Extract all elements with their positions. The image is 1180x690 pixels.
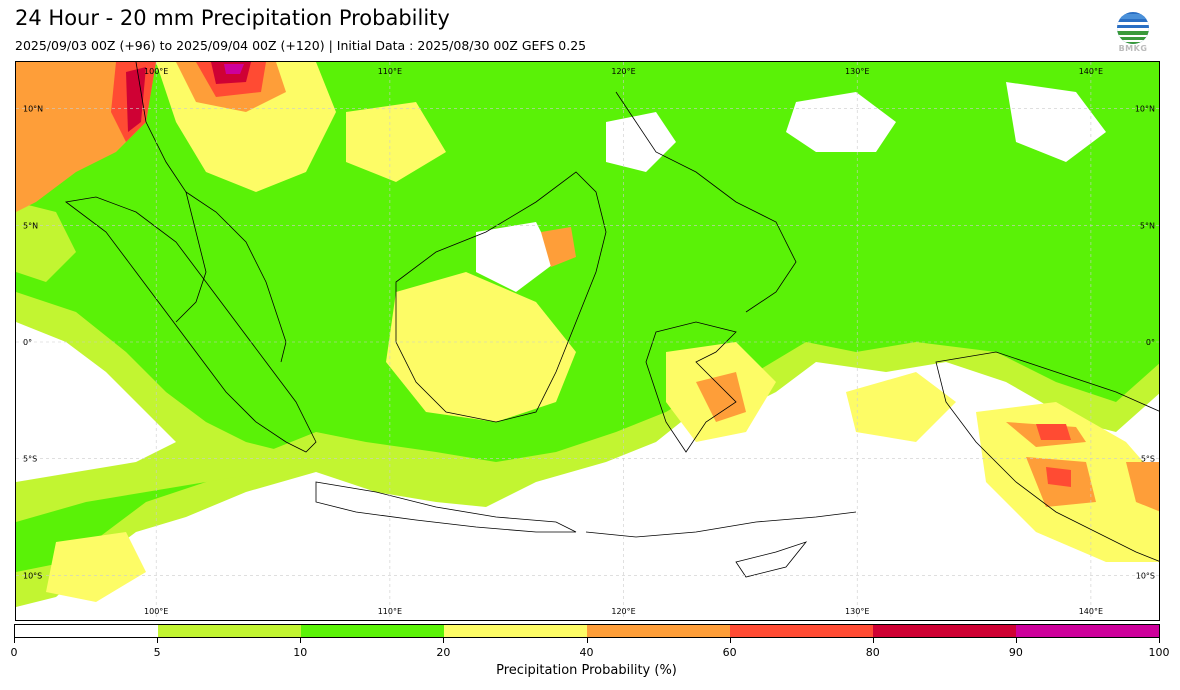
colorbar-tick-label: 20 [436,646,451,659]
colorbar-tick [586,638,588,643]
lon-label-top: 130°E [845,67,869,76]
field-10-20 [16,62,1159,572]
lat-label-left: 5°S [23,455,37,464]
lon-label-bottom: 120°E [611,607,635,616]
map-title: 24 Hour - 20 mm Precipitation Probabilit… [15,6,450,30]
colorbar-segment [730,625,873,637]
field-40-60-borneo [541,227,576,267]
lat-label-left: 5°N [23,221,38,230]
colorbar-segment [1016,625,1159,637]
colorbar-segment [587,625,730,637]
probability-field [16,62,1159,620]
colorbar-segment [873,625,1016,637]
lon-label-bottom: 110°E [378,607,402,616]
colorbar-tick [729,638,731,643]
coast-sulawesi [645,321,737,453]
colorbar-tick [872,638,874,643]
colorbar-tick-label: 90 [1008,646,1023,659]
field-20-40-e [846,372,956,442]
colorbar-segment [158,625,301,637]
colorbar-tick-label: 40 [579,646,594,659]
gap-north-2 [606,112,676,172]
lon-label-top: 120°E [611,67,635,76]
map-subtitle: 2025/09/03 00Z (+96) to 2025/09/04 00Z (… [15,38,587,53]
lat-label-left: 10°N [23,105,43,114]
gap-west-sea [16,322,176,482]
gap-north-3 [1006,82,1106,162]
colorbar-tick [443,638,445,643]
coast-nusa [585,511,857,538]
field-40-60-e [1126,462,1159,512]
colorbar-tick [1015,638,1017,643]
colorbar-tick [300,638,302,643]
colorbar-label: Precipitation Probability (%) [0,663,1180,678]
colorbar-tick-label: 0 [10,646,18,659]
coast-papua [935,351,1159,562]
coast-borneo [395,171,607,423]
colorbar-tick-label: 5 [153,646,161,659]
field-20-40-n [346,102,446,182]
lon-label-bottom: 130°E [845,607,869,616]
field-20-40-borneo [386,272,576,422]
map-canvas: 100°E 100°E 110°E 110°E 120°E 120°E 130°E 130°E… [16,62,1159,620]
lon-label-top: 100°E [144,67,168,76]
field-80-90-nw [126,67,146,132]
lon-label-bottom: 140°E [1079,607,1103,616]
gap-north-1 [786,92,896,152]
lat-label-left: 0° [23,338,32,347]
gap-java-sea [217,482,1015,620]
colorbar-segment [444,625,587,637]
colorbar-tick [1159,638,1160,643]
field-90-100-top [224,64,244,74]
lat-label-right: 5°S [1141,455,1155,464]
colorbar [14,624,1160,638]
bmkg-logo-icon [1117,12,1149,44]
gap-borneo-n [476,222,556,292]
colorbar-tick-label: 100 [1148,646,1170,659]
lat-label-right: 5°N [1140,221,1155,230]
coord-labels: 100°E 100°E 110°E 110°E 120°E 120°E 130°E 130°E… [23,67,1155,616]
gap-sw [16,202,76,282]
field-60-80-papua [1036,424,1071,440]
coast-indochina [135,62,207,323]
lat-label-right: 10°N [1135,105,1155,114]
colorbar-segment [15,625,158,637]
colorbar-segment [301,625,444,637]
lat-label-left: 10°S [23,571,42,580]
field-40-60-sulawesi [696,372,746,422]
colorbar-tick [157,638,159,643]
colorbar-tick [14,638,15,643]
lon-label-top: 140°E [1079,67,1103,76]
graticule [16,62,1159,620]
field-20-40-s [46,532,146,602]
coast-timor [735,541,808,578]
lon-label-bottom: 100°E [144,607,168,616]
field-60-80-papua-s [1046,467,1071,487]
lat-label-right: 10°S [1136,571,1155,580]
colorbar-tick-label: 60 [722,646,737,659]
lat-label-right: 0° [1146,338,1155,347]
coast-philippines [615,91,797,313]
colorbar-tick-label: 10 [293,646,308,659]
logo-text: BMKG [1118,44,1148,53]
colorbar-tick-label: 80 [865,646,880,659]
coast-sumatra [65,196,317,453]
colorbar-label-text: Precipitation Probability (%) [496,663,677,678]
lon-label-top: 110°E [378,67,402,76]
coast-java [315,481,577,533]
precipitation-map: 100°E 100°E 110°E 110°E 120°E 120°E 130°E 130°E… [15,61,1160,621]
